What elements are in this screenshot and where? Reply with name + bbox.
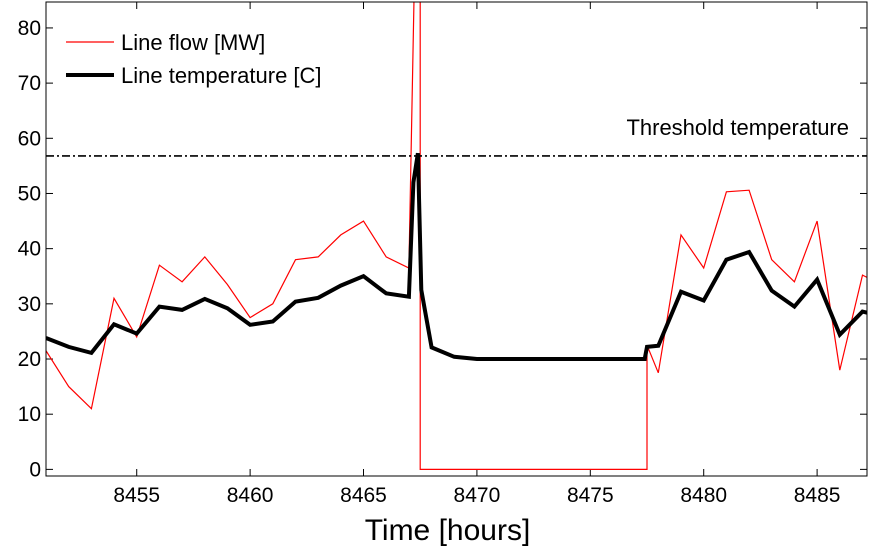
x-tick-label: 8475 — [567, 484, 614, 507]
legend-label-flow: Line flow [MW] — [121, 30, 265, 55]
y-tick-label: 30 — [18, 293, 41, 316]
x-axis-title: Time [hours] — [365, 514, 531, 547]
x-tick-label: 8480 — [680, 484, 727, 507]
legend-label-temperature: Line temperature [C] — [121, 63, 322, 88]
legend: Line flow [MW] Line temperature [C] — [66, 30, 322, 88]
threshold-label: Threshold temperature — [626, 115, 849, 140]
y-tick-label: 80 — [18, 17, 41, 40]
x-tick-label: 8465 — [340, 484, 387, 507]
x-tick-label: 8485 — [794, 484, 841, 507]
y-tick-label: 70 — [18, 72, 41, 95]
y-tick-label: 60 — [18, 127, 41, 150]
annotation-layer: Threshold temperature — [46, 115, 867, 157]
x-tick-label: 8455 — [113, 484, 160, 507]
y-tick-label: 40 — [18, 238, 41, 261]
series-line-temperature — [46, 152, 867, 361]
y-tick-label: 10 — [18, 403, 41, 426]
x-tick-label: 8460 — [227, 484, 274, 507]
x-axis-ticks: 8455 8460 8465 8470 8475 8480 8485 — [113, 2, 840, 507]
y-tick-label: 50 — [18, 182, 41, 205]
series-layer — [46, 2, 867, 470]
y-tick-label: 20 — [18, 348, 41, 371]
x-tick-label: 8470 — [454, 484, 501, 507]
y-axis-ticks: 0 10 20 30 40 50 60 70 80 — [18, 17, 867, 481]
plot-area-frame — [45, 1, 868, 477]
y-tick-label: 0 — [29, 458, 41, 481]
